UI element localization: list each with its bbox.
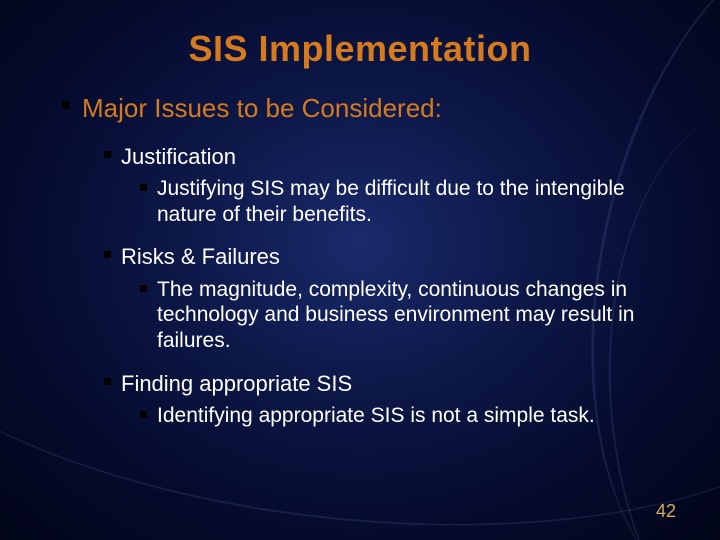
bullet-icon <box>104 378 111 385</box>
bullet-icon <box>104 151 111 158</box>
section-body: Justifying SIS may be difficult due to t… <box>140 176 672 227</box>
page-number: 42 <box>656 501 676 522</box>
section-heading: Risks & Failures <box>104 243 672 271</box>
section-finding-sis: Finding appropriate SIS Identifying appr… <box>48 370 672 429</box>
section-body-text: Identifying appropriate SIS is not a sim… <box>157 403 595 429</box>
major-issues-heading: Major Issues to be Considered: <box>62 92 672 125</box>
section-heading-text: Finding appropriate SIS <box>121 370 352 398</box>
section-heading-text: Risks & Failures <box>121 243 280 271</box>
section-body-text: Justifying SIS may be difficult due to t… <box>157 176 672 227</box>
slide-title: SIS Implementation <box>48 28 672 70</box>
section-heading: Finding appropriate SIS <box>104 370 672 398</box>
section-body: Identifying appropriate SIS is not a sim… <box>140 403 672 429</box>
section-heading: Justification <box>104 143 672 171</box>
bullet-icon <box>140 184 147 191</box>
bullet-icon <box>104 251 111 258</box>
section-body-text: The magnitude, complexity, continuous ch… <box>157 277 672 354</box>
level1-text: Major Issues to be Considered: <box>82 92 442 125</box>
section-risks: Risks & Failures The magnitude, complexi… <box>48 243 672 353</box>
bullet-icon <box>62 101 70 109</box>
section-body: The magnitude, complexity, continuous ch… <box>140 277 672 354</box>
bullet-icon <box>140 285 147 292</box>
bullet-icon <box>140 411 147 418</box>
slide-container: SIS Implementation Major Issues to be Co… <box>0 0 720 540</box>
section-heading-text: Justification <box>121 143 236 171</box>
section-justification: Justification Justifying SIS may be diff… <box>48 143 672 228</box>
